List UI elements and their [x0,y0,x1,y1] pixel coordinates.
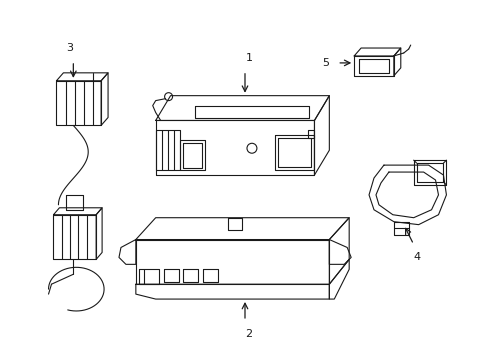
Text: 5: 5 [322,58,328,68]
Text: 4: 4 [412,252,419,262]
Text: 2: 2 [245,329,252,339]
Text: 1: 1 [245,53,252,63]
Text: 3: 3 [66,43,73,53]
